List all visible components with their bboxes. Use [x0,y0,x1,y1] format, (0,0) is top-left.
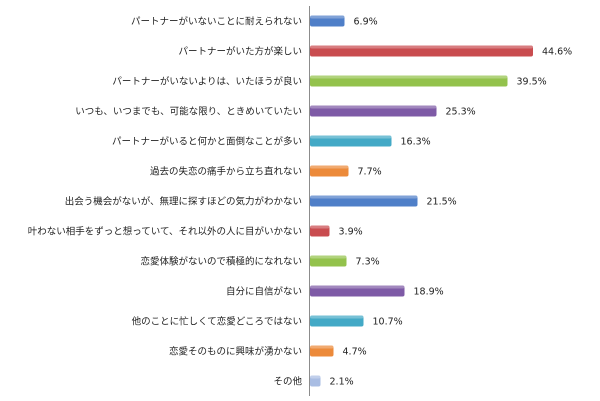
value-label-group: 6.9% 44.6% 39.5% 25.3% 16.3% 7.7% 21.5% 3.9% 7.3… [330,17,573,388]
value-label: 21.5% [427,197,457,208]
bar [310,255,347,267]
bar [310,15,345,27]
value-label: 3.9% [339,227,363,238]
value-label: 39.5% [517,77,547,88]
value-label: 6.9% [354,17,378,28]
value-label: 2.1% [330,377,354,388]
bar [310,75,508,87]
category-label: 過去の失恋の痛手から立ち直れない [150,166,302,178]
category-label: 恋愛体験がないので積極的になれない [140,256,302,268]
bar [310,165,349,177]
category-label: パートナーがいないよりは、いたほうが良い [112,76,302,88]
value-label: 10.7% [373,317,403,328]
bar-highlight [310,165,349,169]
bar-highlight [310,45,533,49]
category-label: 自分に自信がない [226,286,302,298]
category-label-group: パートナーがいないことに耐えられないパートナーがいた方が楽しいパートナーがいない… [28,16,303,388]
value-label: 7.3% [356,257,380,268]
category-label: パートナーがいないことに耐えられない [131,16,302,28]
bar-highlight [310,195,418,199]
bar-group [310,15,533,387]
category-label: パートナーがいると何かと面倒なことが多い [112,136,302,148]
category-label: その他 [273,376,302,388]
bar [310,375,321,387]
bar-highlight [310,345,334,349]
value-label: 25.3% [446,107,476,118]
category-label: 出会う機会がないが、無理に探すほどの気力がわかない [65,196,302,208]
bar-highlight [310,255,347,259]
bar-highlight [310,375,321,379]
bar [310,135,392,147]
bar-highlight [310,315,364,319]
bar [310,285,405,297]
category-label: 恋愛そのものに興味が湧かない [169,346,302,358]
bar-highlight [310,105,437,109]
bar-highlight [310,15,345,19]
bar-highlight [310,135,392,139]
value-label: 4.7% [343,347,367,358]
bar-highlight [310,285,405,289]
value-label: 18.9% [414,287,444,298]
value-label: 16.3% [401,137,431,148]
bar-highlight [310,75,508,79]
bar [310,45,533,57]
value-label: 7.7% [358,167,382,178]
category-label: 他のことに忙しくて恋愛どころではない [132,316,302,328]
bar [310,105,437,117]
bar [310,195,418,207]
bar [310,345,334,357]
bar [310,225,330,237]
value-label: 44.6% [542,47,572,58]
category-label: 叶わない相手をずっと想っていて、それ以外の人に目がいかない [28,226,302,238]
category-label: いつも、いつまでも、可能な限り、ときめいていたい [75,106,302,118]
category-label: パートナーがいた方が楽しい [178,46,302,58]
bar-highlight [310,225,330,229]
bar [310,315,364,327]
